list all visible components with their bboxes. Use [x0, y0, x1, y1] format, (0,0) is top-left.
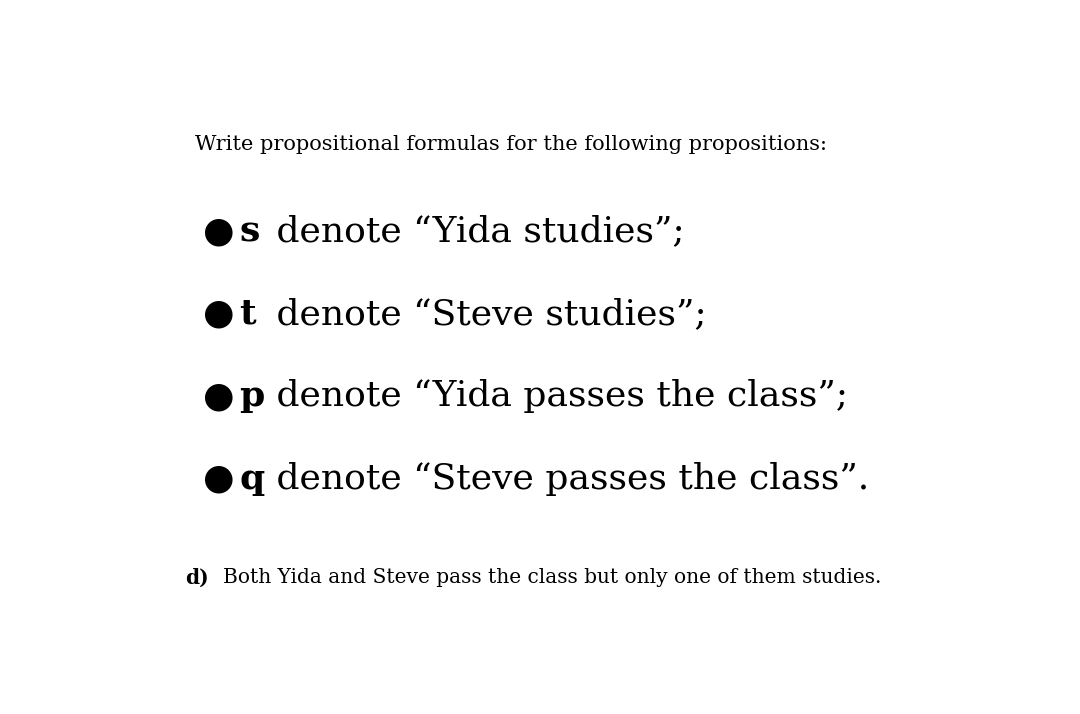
Text: denote “Yida passes the class”;: denote “Yida passes the class”; — [265, 379, 848, 413]
Text: Write propositional formulas for the following propositions:: Write propositional formulas for the fol… — [195, 135, 827, 154]
Text: denote “Yida studies”;: denote “Yida studies”; — [265, 214, 685, 248]
Text: Both Yida and Steve pass the class but only one of them studies.: Both Yida and Steve pass the class but o… — [222, 568, 881, 587]
Text: denote “Steve passes the class”.: denote “Steve passes the class”. — [265, 462, 869, 496]
Text: s: s — [240, 214, 260, 248]
Text: ●: ● — [203, 214, 234, 248]
Text: d): d) — [186, 568, 208, 588]
Text: denote “Steve studies”;: denote “Steve studies”; — [265, 297, 706, 331]
Text: q: q — [240, 462, 265, 496]
Text: ●: ● — [203, 379, 234, 413]
Text: ●: ● — [203, 297, 234, 331]
Text: p: p — [240, 379, 265, 413]
Text: ●: ● — [203, 462, 234, 496]
Text: t: t — [240, 297, 256, 331]
